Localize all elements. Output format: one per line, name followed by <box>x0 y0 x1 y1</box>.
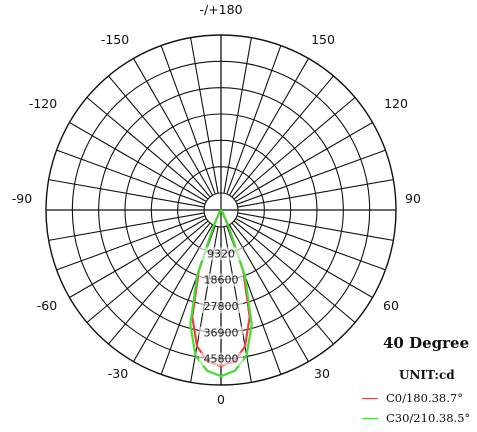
grid-spoke <box>160 45 216 195</box>
grid-spoke <box>86 97 209 200</box>
grid-spoke <box>236 215 386 271</box>
angle-label: 150 <box>311 32 335 47</box>
angle-label: -90 <box>12 191 32 206</box>
ring-label-bg <box>199 300 243 313</box>
grid-spoke <box>226 45 282 195</box>
unit-label: UNIT:cd <box>399 368 455 382</box>
angle-label: 60 <box>383 298 399 313</box>
legend-item-c0: C0/180.38.7° <box>362 390 463 406</box>
ring-label: 9320 <box>207 247 235 260</box>
angle-label: -150 <box>101 32 129 47</box>
grid-spoke <box>190 37 219 194</box>
grid-spoke <box>56 215 206 271</box>
grid-spoke <box>236 149 386 205</box>
legend-swatch-c30 <box>362 417 378 419</box>
grid-spoke <box>86 220 209 323</box>
angle-label: 120 <box>384 96 408 111</box>
legend-label-c30: C30/210.38.5° <box>386 411 471 425</box>
angle-label: -/+180 <box>199 2 242 17</box>
ring-label: 18600 <box>204 274 239 287</box>
angle-label: 0 <box>217 392 225 407</box>
angle-label: 30 <box>314 366 330 381</box>
ring-label: 27800 <box>204 300 239 313</box>
grid-spoke <box>237 212 394 241</box>
grid-spoke <box>133 58 213 196</box>
legend-item-c30: C30/210.38.5° <box>362 410 470 426</box>
grid-spoke <box>231 75 334 198</box>
grid-spoke <box>69 122 207 202</box>
angle-label: 90 <box>405 191 421 206</box>
ring-label-bg <box>199 352 243 366</box>
grid-spoke <box>48 212 205 241</box>
grid-spoke <box>235 218 373 298</box>
grid-spoke <box>108 222 211 345</box>
ring-label-bg <box>199 247 243 261</box>
ring-label-bg <box>199 273 243 287</box>
grid-spoke <box>108 75 211 198</box>
legend-swatch-c0 <box>362 397 378 399</box>
ring-label-bg <box>199 326 243 340</box>
grid-spoke <box>48 179 205 208</box>
grid-spoke <box>56 149 206 205</box>
grid-spoke <box>235 122 373 202</box>
grid-spoke <box>233 97 356 200</box>
grid-spoke <box>233 220 356 323</box>
angle-label: -30 <box>108 366 128 381</box>
angle-label: -60 <box>37 298 57 313</box>
grid-spoke <box>229 58 309 196</box>
angle-label: -120 <box>29 96 57 111</box>
grid-spoke <box>231 222 334 345</box>
grid-spoke <box>69 218 207 298</box>
legend-label-c0: C0/180.38.7° <box>386 391 463 405</box>
ring-label: 36900 <box>204 326 239 339</box>
grid-spoke <box>237 179 394 208</box>
chart-title: 40 Degree <box>383 334 470 352</box>
ring-label: 45800 <box>204 353 239 366</box>
grid-spoke <box>223 37 252 194</box>
